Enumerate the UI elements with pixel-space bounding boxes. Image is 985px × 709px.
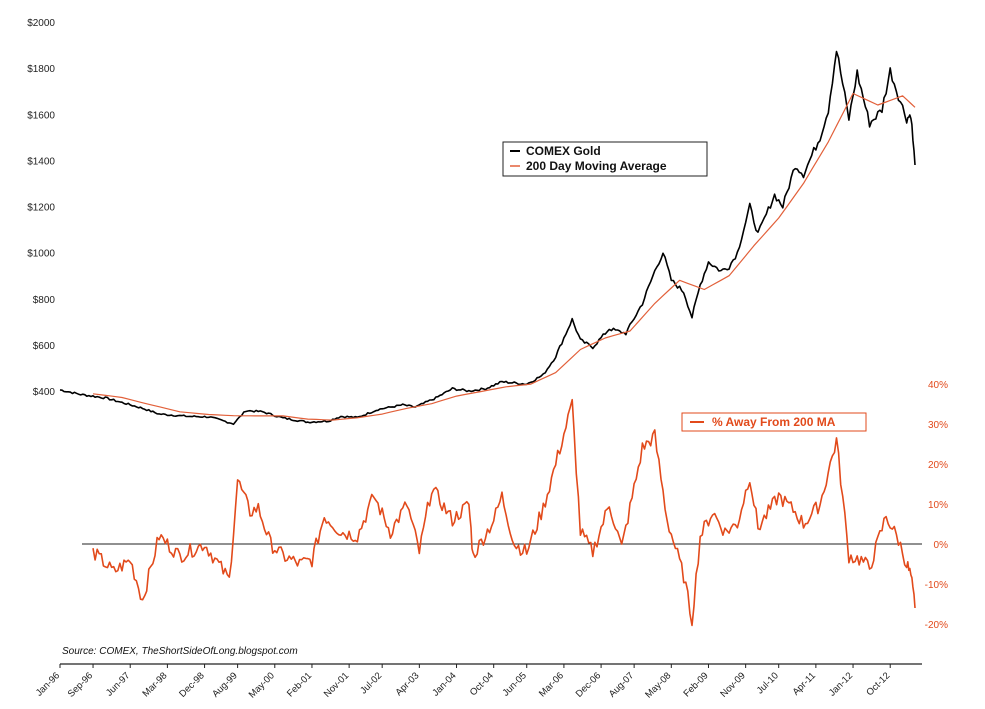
x-tick-label: Apr-03 [394,670,422,698]
x-tick-label: Jun-97 [104,670,132,698]
x-tick-label: Nov-01 [322,670,351,699]
x-tick-label: Jan-12 [827,670,855,698]
x-tick-label: Sep-96 [66,670,95,699]
x-tick-label: Mar-98 [140,670,169,699]
left-tick-label: $400 [33,387,56,398]
x-tick-label: May-08 [643,670,673,700]
left-tick-label: $1200 [27,203,55,214]
left-tick-label: $1800 [27,64,55,75]
x-tick-label: Aug-99 [210,670,239,699]
right-tick-label: -20% [925,620,948,631]
left-tick-label: $1600 [27,110,55,121]
source-annotation: Source: COMEX, TheShortSideOfLong.blogsp… [62,646,298,657]
x-tick-label: Aug-07 [607,670,636,699]
legend-label-pct: % Away From 200 MA [712,415,836,429]
left-tick-label: $600 [33,341,56,352]
x-tick-label: Oct-04 [468,670,496,698]
x-tick-label: Oct-12 [864,670,892,698]
series-line-0 [59,50,916,426]
x-tick-label: Jul-02 [358,670,384,696]
series-line-2 [92,398,916,627]
series-line-1 [92,92,916,421]
legend-top: COMEX Gold 200 Day Moving Average [502,141,708,177]
series-layer [59,50,916,627]
x-axis: Jan-96 Sep-96 Jun-97 Mar-98 Dec-98 Aug-99 May-… [34,664,892,701]
left-tick-label: $1400 [27,156,55,167]
x-tick-label: May-00 [247,670,277,700]
left-tick-label: $2000 [27,18,55,29]
x-tick-label: Nov-09 [718,670,747,699]
x-tick-label: Feb-01 [285,670,314,699]
x-tick-label: Jan-96 [34,670,62,698]
x-tick-label: Jun-05 [501,670,529,698]
legend-top-box [502,141,708,177]
x-tick-label: Apr-11 [791,670,818,697]
right-tick-label: -10% [925,580,948,591]
legend-bottom: % Away From 200 MA [681,412,867,432]
right-tick-label: 10% [928,500,948,511]
right-axis: 40% 30% 20% 10% 0% -10% -20% [925,380,948,631]
right-tick-label: 40% [928,380,948,391]
x-tick-label: Dec-98 [177,670,206,699]
legend-label-gold: COMEX Gold [526,144,601,158]
x-tick-label: Dec-06 [574,670,603,699]
left-tick-label: $800 [33,295,56,306]
left-axis: $400 $600 $800 $1000 $1200 $1400 $1600 $1800 $20… [27,18,55,398]
left-tick-label: $1000 [27,249,55,260]
right-tick-label: 0% [934,540,949,551]
legend-bottom-box [681,412,867,432]
right-tick-label: 30% [928,420,948,431]
x-tick-label: Mar-06 [537,670,566,699]
x-tick-label: Jul-10 [755,670,781,696]
legend-label-ma: 200 Day Moving Average [526,159,667,173]
x-tick-label: Feb-09 [682,670,711,699]
x-tick-label: Jan-04 [430,670,458,698]
right-tick-label: 20% [928,460,948,471]
